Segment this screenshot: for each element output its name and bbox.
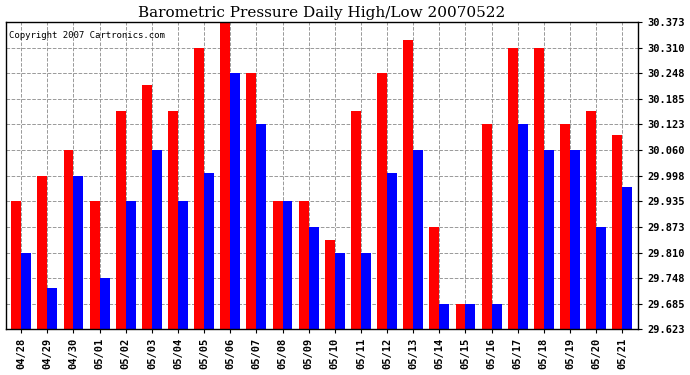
Bar: [257, 124, 266, 329]
Bar: [90, 201, 99, 329]
Bar: [152, 150, 162, 329]
Text: Copyright 2007 Cartronics.com: Copyright 2007 Cartronics.com: [9, 32, 165, 40]
Bar: [622, 187, 632, 329]
Bar: [48, 288, 57, 329]
Bar: [178, 201, 188, 329]
Bar: [361, 253, 371, 329]
Bar: [403, 40, 413, 329]
Bar: [116, 111, 126, 329]
Title: Barometric Pressure Daily High/Low 20070522: Barometric Pressure Daily High/Low 20070…: [138, 6, 505, 20]
Bar: [466, 304, 475, 329]
Bar: [74, 176, 83, 329]
Bar: [246, 73, 257, 329]
Bar: [560, 124, 570, 329]
Bar: [21, 253, 31, 329]
Bar: [440, 304, 449, 329]
Bar: [99, 278, 110, 329]
Bar: [518, 124, 528, 329]
Bar: [387, 173, 397, 329]
Bar: [220, 22, 230, 329]
Bar: [612, 135, 622, 329]
Bar: [429, 227, 440, 329]
Bar: [586, 111, 596, 329]
Bar: [570, 150, 580, 329]
Bar: [491, 304, 502, 329]
Bar: [273, 201, 282, 329]
Bar: [351, 111, 361, 329]
Bar: [11, 201, 21, 329]
Bar: [230, 73, 240, 329]
Bar: [142, 85, 152, 329]
Bar: [325, 240, 335, 329]
Bar: [482, 124, 491, 329]
Bar: [335, 253, 345, 329]
Bar: [544, 150, 554, 329]
Bar: [204, 173, 214, 329]
Bar: [63, 150, 74, 329]
Bar: [455, 304, 466, 329]
Bar: [534, 48, 544, 329]
Bar: [194, 48, 204, 329]
Bar: [377, 73, 387, 329]
Bar: [299, 201, 308, 329]
Bar: [168, 111, 178, 329]
Bar: [37, 176, 48, 329]
Bar: [508, 48, 518, 329]
Bar: [282, 201, 293, 329]
Bar: [596, 227, 606, 329]
Bar: [413, 150, 423, 329]
Bar: [126, 201, 136, 329]
Bar: [308, 227, 319, 329]
